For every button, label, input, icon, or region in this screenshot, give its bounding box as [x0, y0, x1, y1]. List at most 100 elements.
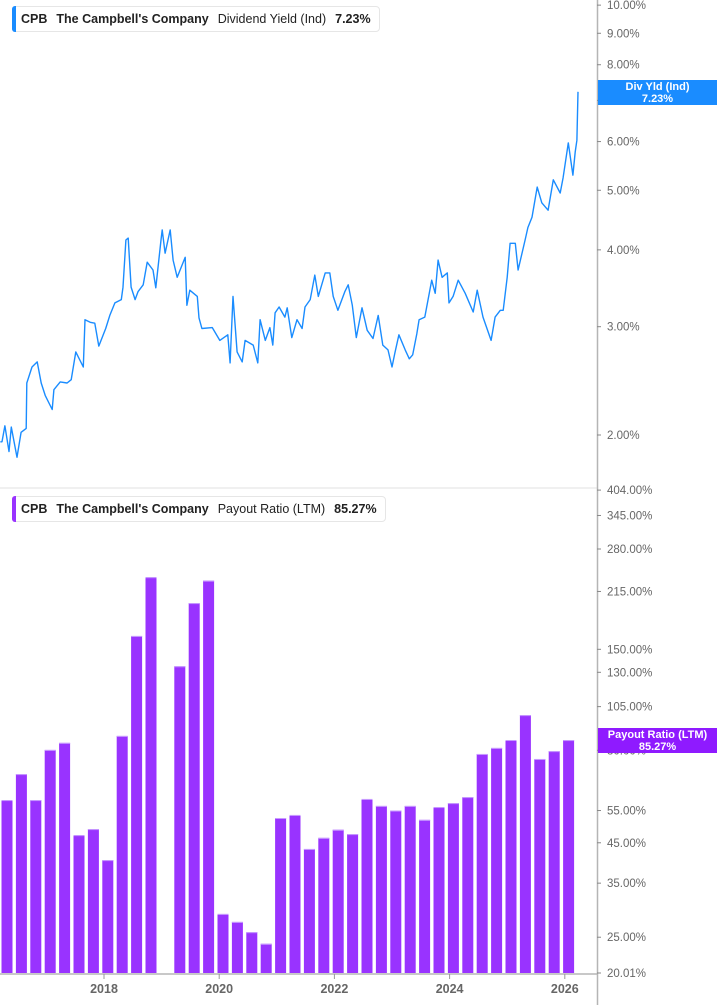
- payout-bar: [375, 805, 387, 973]
- payout-bar-top: [404, 805, 416, 807]
- y-tick-label: 25.00%: [607, 932, 646, 944]
- payout-bar: [332, 829, 344, 973]
- y-tick-label: 105.00%: [607, 702, 652, 714]
- y-tick-label: 20.01%: [607, 968, 646, 980]
- payout-bar: [260, 943, 272, 973]
- badge-value: 85.27%: [638, 741, 677, 753]
- legend-ticker: CPB: [21, 12, 48, 26]
- payout-bar-top: [145, 577, 157, 579]
- payout-bar-top: [44, 749, 56, 751]
- y-tick-label: 8.00%: [607, 60, 640, 72]
- badge-label: Div Yld (Ind): [625, 81, 690, 93]
- payout-bar-top: [318, 837, 330, 839]
- y-tick-label: 2.00%: [607, 430, 640, 442]
- payout-bar: [361, 798, 373, 973]
- payout-bar: [519, 715, 531, 973]
- y-tick-label: 5.00%: [607, 185, 640, 197]
- payout-bar: [174, 666, 186, 973]
- payout-bar: [15, 774, 27, 973]
- legend-metric: Payout Ratio (LTM): [217, 502, 326, 516]
- payout-bar-top: [246, 932, 258, 934]
- legend-value: 7.23%: [335, 12, 371, 26]
- bottom-legend: CPB The Campbell's Company Payout Ratio …: [12, 496, 386, 522]
- payout-bar-top: [59, 742, 71, 744]
- payout-bar-top: [347, 834, 359, 836]
- payout-bar: [447, 803, 459, 973]
- payout-bar: [548, 751, 560, 973]
- payout-bar: [563, 740, 575, 973]
- payout-bar-top: [476, 753, 488, 755]
- payout-bar-top: [87, 829, 99, 831]
- payout-bar-top: [491, 747, 503, 749]
- payout-bar-top: [203, 580, 215, 582]
- payout-bar: [476, 753, 488, 973]
- y-tick-label: 130.00%: [607, 667, 652, 679]
- payout-bar: [87, 829, 99, 973]
- legend-ticker: CPB: [21, 502, 48, 516]
- payout-bar: [347, 834, 359, 973]
- payout-bar: [116, 735, 128, 973]
- payout-bars: [1, 577, 575, 973]
- payout-bar: [145, 577, 157, 973]
- payout-bar: [433, 807, 445, 973]
- current-yield-badge: Div Yld (Ind) 7.23%: [598, 80, 717, 105]
- payout-bar: [44, 749, 56, 973]
- payout-bar: [404, 805, 416, 973]
- payout-bar: [390, 810, 402, 973]
- payout-bar-top: [361, 798, 373, 800]
- payout-bar-top: [188, 603, 200, 605]
- payout-bar-top: [217, 913, 229, 915]
- payout-bar: [289, 814, 301, 973]
- payout-bar: [462, 797, 474, 973]
- payout-bar: [491, 747, 503, 973]
- payout-bar-top: [419, 819, 431, 821]
- payout-bar-top: [30, 800, 42, 802]
- legend-color-swatch: [12, 6, 16, 32]
- payout-bar: [303, 848, 315, 973]
- legend-company: The Campbell's Company: [56, 502, 209, 516]
- y-tick-label: 35.00%: [607, 878, 646, 890]
- x-tick-label: 2022: [320, 982, 348, 996]
- payout-bar-top: [548, 751, 560, 753]
- x-tick-label: 2018: [90, 982, 118, 996]
- legend-value: 85.27%: [334, 502, 377, 516]
- legend-company: The Campbell's Company: [56, 12, 209, 26]
- y-tick-label: 4.00%: [607, 245, 640, 257]
- payout-bar: [203, 580, 215, 973]
- payout-bar-top: [462, 797, 474, 799]
- payout-bar: [188, 603, 200, 973]
- payout-bar-top: [116, 735, 128, 737]
- payout-bar-top: [174, 666, 186, 668]
- payout-bar-top: [303, 848, 315, 850]
- payout-bar-top: [519, 715, 531, 717]
- payout-bar-top: [102, 860, 114, 862]
- y-tick-label: 9.00%: [607, 28, 640, 40]
- payout-bar: [231, 921, 243, 973]
- payout-bar: [73, 835, 85, 973]
- y-tick-label: 345.00%: [607, 510, 652, 522]
- payout-bar: [419, 819, 431, 973]
- payout-bar: [505, 740, 517, 973]
- top-legend: CPB The Campbell's Company Dividend Yiel…: [12, 6, 380, 32]
- payout-bar-top: [332, 829, 344, 831]
- badge-label: Payout Ratio (LTM): [607, 729, 708, 741]
- y-tick-label: 6.00%: [607, 137, 640, 149]
- payout-bar: [59, 742, 71, 973]
- legend-color-swatch: [12, 496, 16, 522]
- payout-bar-top: [73, 835, 85, 837]
- x-tick-label: 2026: [551, 982, 579, 996]
- payout-bar-top: [1, 800, 13, 802]
- payout-bar-top: [289, 814, 301, 816]
- payout-bar: [318, 837, 330, 973]
- payout-bar-top: [563, 740, 575, 742]
- payout-bar: [30, 800, 42, 973]
- payout-bar: [131, 635, 143, 973]
- y-tick-label: 45.00%: [607, 838, 646, 850]
- x-axis: 2018 2020 2022 2024 2026: [90, 974, 579, 996]
- payout-bar: [217, 913, 229, 973]
- y-tick-label: 3.00%: [607, 322, 640, 334]
- payout-bar-top: [260, 943, 272, 945]
- payout-bar: [275, 818, 287, 973]
- y-tick-label: 150.00%: [607, 644, 652, 656]
- y-tick-label: 280.00%: [607, 544, 652, 556]
